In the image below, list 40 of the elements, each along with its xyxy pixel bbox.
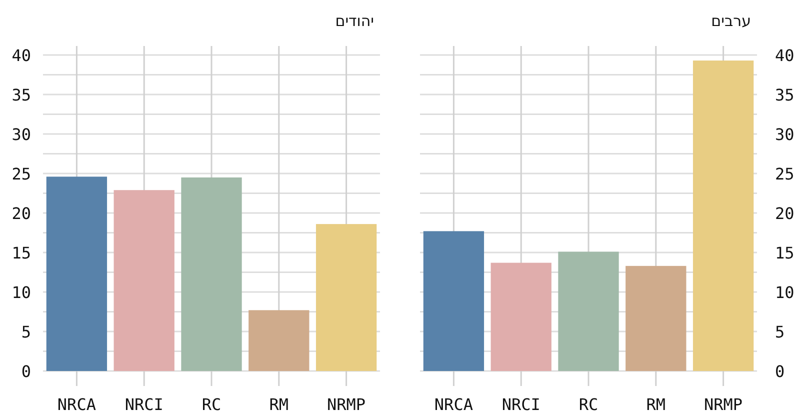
y-tick-label: 15 [12,244,31,262]
x-tick-label: RC [202,395,222,412]
x-tick-label: NRMP [704,395,743,412]
bar [316,224,377,371]
bar [558,252,619,371]
y-tick-label: 30 [775,125,794,144]
chart-title: ערבים [711,12,751,30]
bar [692,60,754,371]
y-tick-label: 20 [12,204,31,223]
bar [114,190,174,371]
x-tick-label: NRMP [327,395,366,412]
x-tick-label: RM [646,395,666,412]
x-tick-label: NRCA [57,395,96,412]
bar [490,262,552,371]
bar [181,177,242,371]
y-tick-label: 10 [12,283,31,302]
x-tick-label: RM [269,395,289,412]
y-tick-label: 5 [21,322,31,342]
y-tick-label: 35 [12,86,31,104]
chart-title: יהודים [335,12,374,30]
y-tick-label: 30 [12,125,31,144]
y-tick-label: 10 [775,283,794,302]
x-tick-label: NRCI [124,395,164,412]
bar [248,310,310,371]
y-tick-label: 0 [21,362,31,381]
y-tick-label: 0 [775,362,785,381]
y-tick-label: 40 [12,46,31,65]
bar [626,266,686,371]
bar [423,231,484,371]
y-tick-label: 25 [775,164,794,184]
x-tick-label: NRCI [502,395,540,412]
y-tick-label: 15 [775,244,794,262]
y-tick-label: 20 [775,204,794,223]
y-tick-label: 40 [775,46,794,65]
y-tick-label: 35 [775,86,794,104]
x-tick-label: NRCA [434,395,474,412]
y-tick-label: 5 [775,322,785,342]
bar [46,176,108,371]
x-tick-label: RC [578,395,598,412]
y-tick-label: 25 [12,164,31,184]
